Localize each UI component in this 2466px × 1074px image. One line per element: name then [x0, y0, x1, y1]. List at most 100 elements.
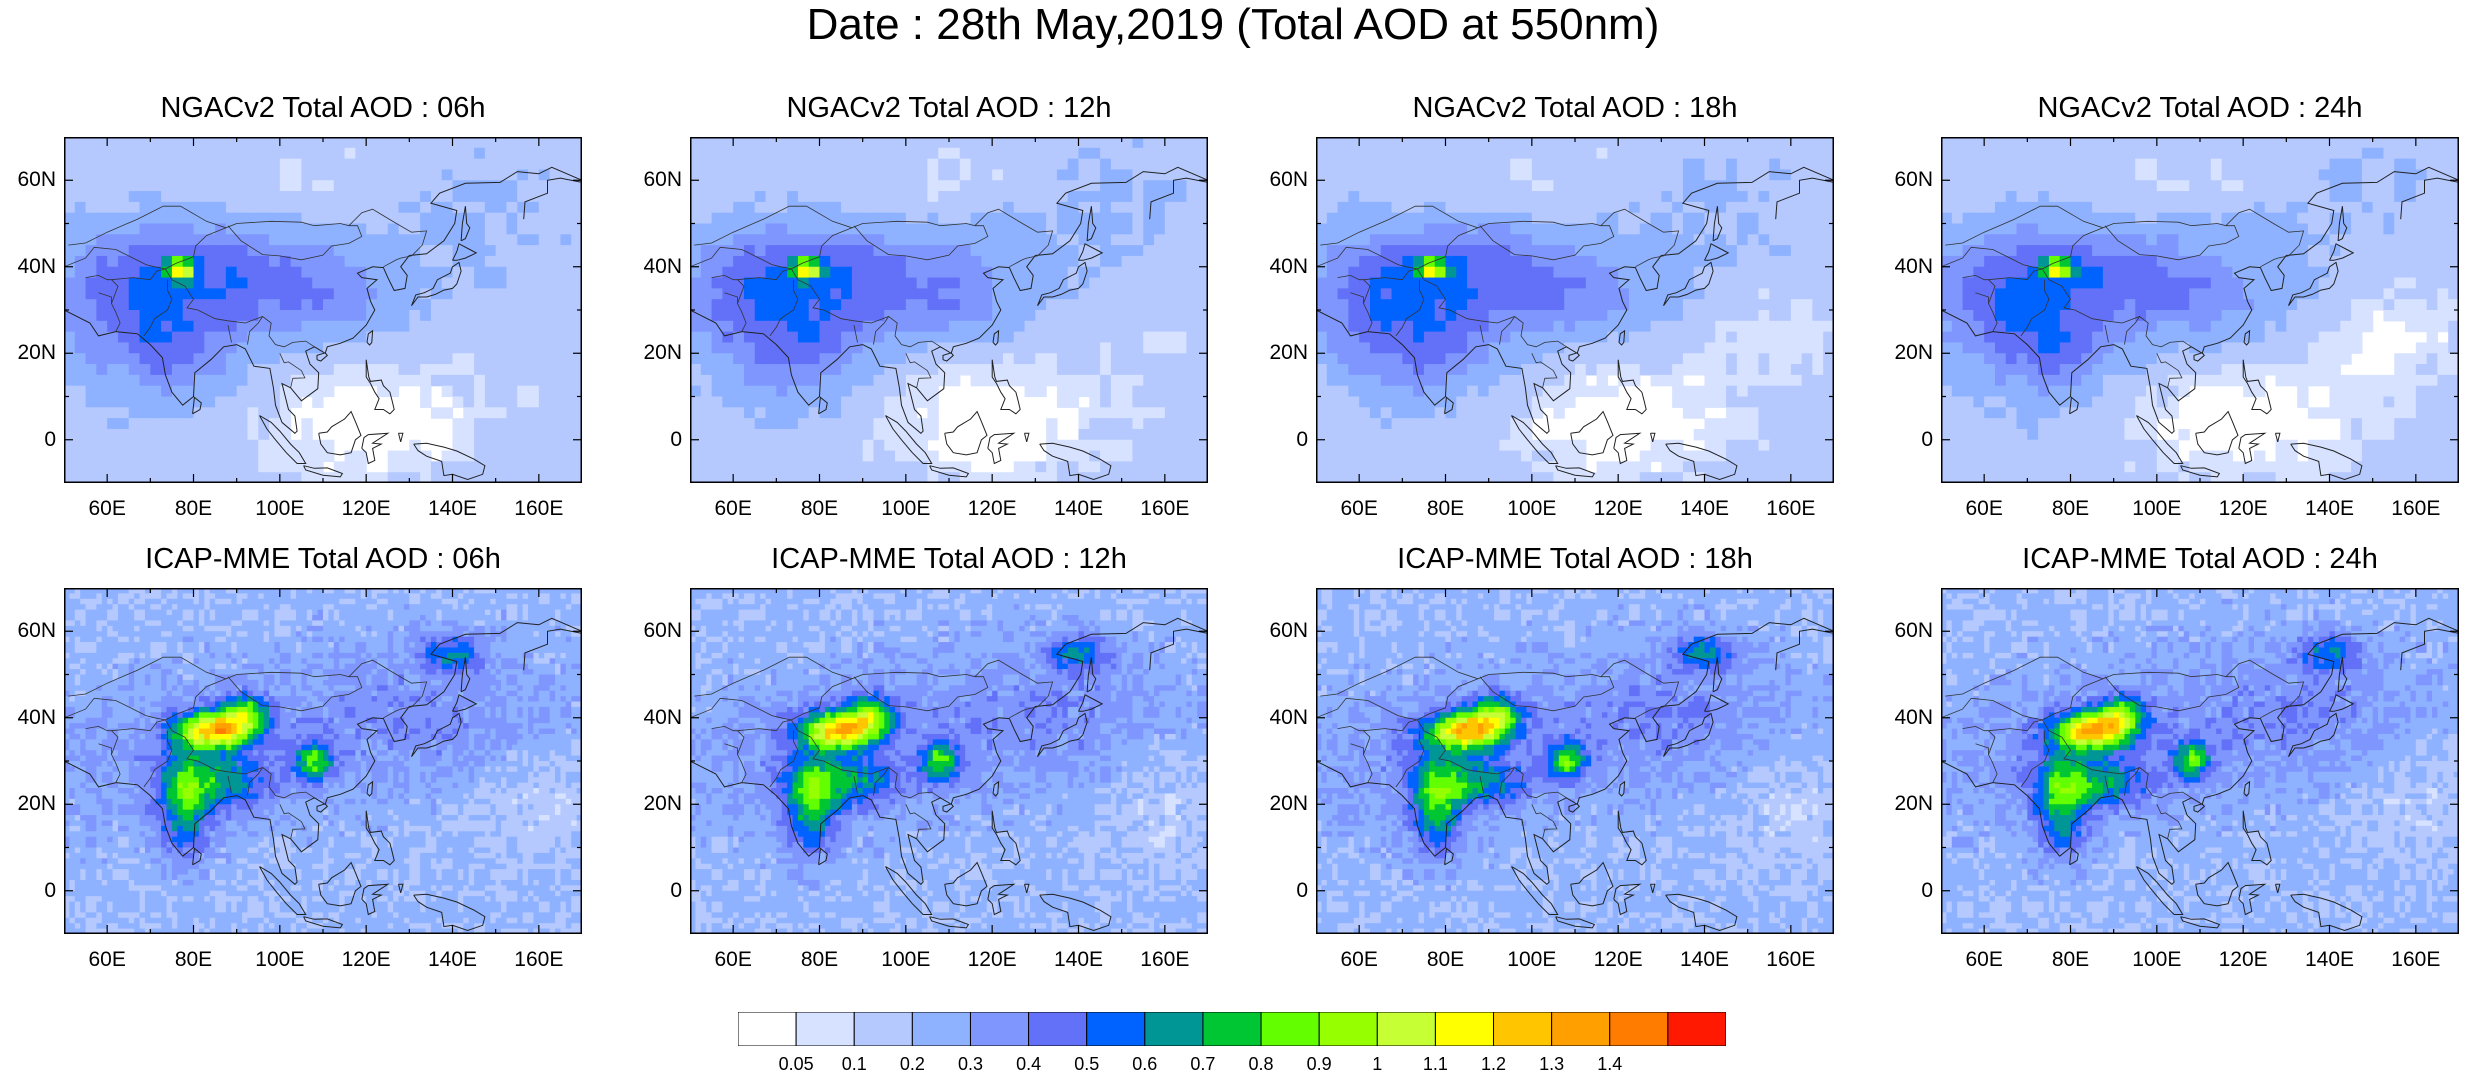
lon-tick-label: 140E	[2295, 948, 2365, 972]
lat-tick-label: 40N	[622, 706, 682, 730]
coastline	[988, 433, 1014, 463]
panel-title: NGACv2 Total AOD : 24h	[1880, 91, 2466, 125]
lat-tick-label: 20N	[1248, 792, 1308, 816]
lat-tick-label: 0	[622, 428, 682, 452]
colorbar-swatch	[1377, 1012, 1435, 1046]
lon-tick-label: 120E	[957, 948, 1027, 972]
lat-tick-label: 60N	[1873, 619, 1933, 643]
colorbar-swatch	[1435, 1012, 1493, 1046]
panel-title: ICAP-MME Total AOD : 06h	[3, 542, 643, 576]
colorbar-swatch	[970, 1012, 1028, 1046]
coastline	[1614, 433, 1640, 463]
map-panel	[1941, 588, 2459, 934]
lat-tick-label: 0	[622, 879, 682, 903]
lon-tick-label: 160E	[1756, 948, 1826, 972]
colorbar-label: 0.2	[882, 1054, 942, 1074]
lat-tick-label: 40N	[622, 255, 682, 279]
lat-tick-label: 20N	[0, 341, 56, 365]
colorbar-label: 0.7	[1173, 1054, 1233, 1074]
lon-tick-label: 80E	[1411, 948, 1481, 972]
lon-tick-label: 160E	[1130, 948, 1200, 972]
aod-map	[1941, 588, 2459, 934]
colorbar-label: 0.3	[940, 1054, 1000, 1074]
map-panel	[1941, 137, 2459, 483]
colorbar-label: 1	[1347, 1054, 1407, 1074]
colorbar-swatch	[1552, 1012, 1610, 1046]
lon-tick-label: 80E	[1411, 497, 1481, 521]
lon-tick-label: 60E	[72, 948, 142, 972]
lon-tick-label: 120E	[331, 948, 401, 972]
lat-tick-label: 40N	[0, 706, 56, 730]
lat-tick-label: 20N	[1248, 341, 1308, 365]
lon-tick-label: 140E	[418, 497, 488, 521]
aod-map	[690, 588, 1208, 934]
lat-tick-label: 40N	[1248, 706, 1308, 730]
colorbar	[738, 1012, 1726, 1046]
coastline	[945, 412, 987, 455]
lon-tick-label: 80E	[159, 497, 229, 521]
colorbar-swatch	[912, 1012, 970, 1046]
coastline	[2196, 412, 2238, 455]
lat-tick-label: 0	[0, 428, 56, 452]
aod-field	[690, 588, 1208, 934]
lat-tick-label: 0	[0, 879, 56, 903]
lon-tick-label: 60E	[698, 497, 768, 521]
colorbar-swatch	[1494, 1012, 1552, 1046]
colorbar-label: 0.05	[766, 1054, 826, 1074]
lat-tick-label: 20N	[1873, 341, 1933, 365]
aod-field	[64, 137, 582, 483]
lon-tick-label: 60E	[1949, 497, 2019, 521]
lon-tick-label: 100E	[871, 948, 941, 972]
colorbar-label: 0.9	[1289, 1054, 1349, 1074]
lat-tick-label: 20N	[622, 792, 682, 816]
lon-tick-label: 120E	[1583, 497, 1653, 521]
panel-title: NGACv2 Total AOD : 12h	[629, 91, 1269, 125]
lon-tick-label: 100E	[2122, 948, 2192, 972]
aod-field	[1316, 588, 1834, 934]
lat-tick-label: 0	[1873, 428, 1933, 452]
aod-map	[64, 588, 582, 934]
colorbar-swatch	[1203, 1012, 1261, 1046]
panel-title: NGACv2 Total AOD : 06h	[3, 91, 643, 125]
lon-tick-label: 160E	[2381, 497, 2451, 521]
map-panel	[690, 588, 1208, 934]
lat-tick-label: 0	[1248, 879, 1308, 903]
main-title: Date : 28th May,2019 (Total AOD at 550nm…	[0, 0, 2466, 50]
lat-tick-label: 40N	[0, 255, 56, 279]
lon-tick-label: 120E	[2208, 497, 2278, 521]
aod-map	[1941, 137, 2459, 483]
lat-tick-label: 0	[1248, 428, 1308, 452]
aod-field	[1316, 137, 1834, 483]
map-panel	[64, 137, 582, 483]
lon-tick-label: 160E	[1130, 497, 1200, 521]
lon-tick-label: 140E	[1044, 948, 1114, 972]
map-panel	[690, 137, 1208, 483]
lon-tick-label: 140E	[1670, 497, 1740, 521]
colorbar-label: 1.3	[1522, 1054, 1582, 1074]
lon-tick-label: 100E	[245, 948, 315, 972]
lat-tick-label: 60N	[1248, 619, 1308, 643]
colorbar-swatch	[1087, 1012, 1145, 1046]
lon-tick-label: 120E	[2208, 948, 2278, 972]
lon-tick-label: 80E	[159, 948, 229, 972]
lon-tick-label: 100E	[1497, 497, 1567, 521]
lon-tick-label: 60E	[1324, 497, 1394, 521]
colorbar-label: 0.6	[1115, 1054, 1175, 1074]
lon-tick-label: 160E	[504, 497, 574, 521]
coastline	[1025, 433, 1029, 442]
colorbar-label: 0.8	[1231, 1054, 1291, 1074]
lat-tick-label: 60N	[0, 168, 56, 192]
colorbar-swatch	[1668, 1012, 1726, 1046]
lon-tick-label: 60E	[698, 948, 768, 972]
lat-tick-label: 60N	[622, 619, 682, 643]
lon-tick-label: 120E	[957, 497, 1027, 521]
map-panel	[64, 588, 582, 934]
lon-tick-label: 100E	[871, 497, 941, 521]
lon-tick-label: 80E	[2036, 497, 2106, 521]
lat-tick-label: 40N	[1248, 255, 1308, 279]
colorbar-swatch	[738, 1012, 796, 1046]
colorbar-label: 0.5	[1057, 1054, 1117, 1074]
lat-tick-label: 60N	[1873, 168, 1933, 192]
aod-map	[1316, 588, 1834, 934]
lat-tick-label: 20N	[622, 341, 682, 365]
